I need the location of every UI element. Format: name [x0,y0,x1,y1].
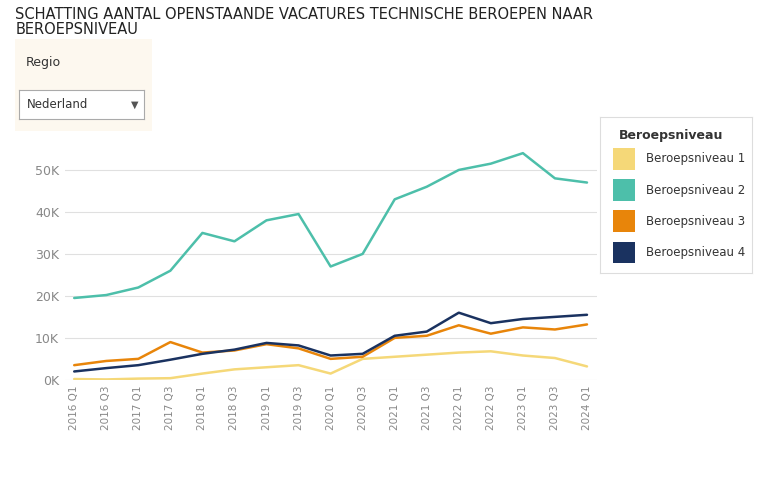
Beroepsniveau 3 [198,350,207,356]
Beroepsniveau 4 [262,340,271,346]
Beroepsniveau 4 [550,314,559,320]
Beroepsniveau 4 [102,365,111,371]
Beroepsniveau 3 [70,362,79,368]
Text: Beroepsniveau 4: Beroepsniveau 4 [646,246,746,259]
Beroepsniveau 3 [390,335,399,341]
Beroepsniveau 1 [102,376,111,382]
Beroepsniveau 2 [454,167,464,173]
Beroepsniveau 1 [550,355,559,361]
Beroepsniveau 4 [454,310,464,316]
Beroepsniveau 2 [358,251,367,257]
Text: Beroepsniveau 1: Beroepsniveau 1 [646,152,746,166]
Beroepsniveau 1 [70,376,79,382]
Beroepsniveau 1 [294,362,303,368]
Beroepsniveau 3 [294,345,303,351]
Beroepsniveau 4 [326,353,335,358]
Beroepsniveau 2 [134,284,143,290]
Beroepsniveau 2 [102,292,111,298]
Beroepsniveau 4 [518,316,527,322]
Beroepsniveau 3 [102,358,111,364]
Beroepsniveau 4 [70,369,79,375]
Beroepsniveau 4 [166,357,175,363]
Beroepsniveau 4 [390,333,399,338]
Beroepsniveau 2 [550,175,559,181]
Line: Beroepsniveau 3: Beroepsniveau 3 [74,324,587,365]
FancyBboxPatch shape [613,179,635,201]
Beroepsniveau 2 [326,263,335,269]
Text: Regio: Regio [26,56,62,69]
Beroepsniveau 4 [358,351,367,357]
Text: BEROEPSNIVEAU: BEROEPSNIVEAU [15,22,138,37]
Beroepsniveau 3 [326,356,335,362]
Beroepsniveau 2 [70,295,79,301]
Beroepsniveau 4 [198,351,207,357]
Beroepsniveau 1 [262,364,271,370]
Beroepsniveau 3 [358,354,367,360]
Beroepsniveau 2 [390,196,399,202]
Beroepsniveau 2 [518,150,527,156]
Beroepsniveau 2 [582,180,591,186]
Line: Beroepsniveau 1: Beroepsniveau 1 [74,351,587,379]
FancyBboxPatch shape [613,210,635,232]
Beroepsniveau 3 [134,356,143,362]
Text: Beroepsniveau: Beroepsniveau [619,130,723,142]
Beroepsniveau 3 [518,324,527,330]
Beroepsniveau 3 [582,321,591,327]
Text: ▼: ▼ [131,100,138,110]
Text: Nederland: Nederland [27,98,88,111]
Beroepsniveau 4 [486,320,496,326]
Beroepsniveau 4 [294,342,303,348]
Beroepsniveau 4 [423,329,432,335]
Beroepsniveau 3 [486,331,496,337]
Beroepsniveau 3 [166,339,175,345]
Beroepsniveau 1 [326,371,335,376]
Beroepsniveau 2 [166,268,175,274]
Beroepsniveau 1 [230,366,239,372]
Beroepsniveau 4 [582,312,591,318]
Beroepsniveau 1 [134,375,143,381]
Beroepsniveau 4 [230,347,239,353]
Beroepsniveau 4 [134,362,143,368]
Beroepsniveau 3 [423,333,432,338]
Beroepsniveau 2 [198,230,207,236]
Beroepsniveau 1 [486,348,496,354]
Beroepsniveau 2 [423,184,432,189]
Text: Beroepsniveau 2: Beroepsniveau 2 [646,184,746,197]
Beroepsniveau 1 [518,353,527,358]
Text: Beroepsniveau 3: Beroepsniveau 3 [646,215,745,228]
Beroepsniveau 1 [582,363,591,369]
Beroepsniveau 1 [198,371,207,376]
Beroepsniveau 3 [454,322,464,328]
Beroepsniveau 2 [262,217,271,223]
Beroepsniveau 3 [262,341,271,347]
Beroepsniveau 2 [486,161,496,167]
Beroepsniveau 2 [230,239,239,244]
Beroepsniveau 1 [423,352,432,357]
Beroepsniveau 1 [358,356,367,362]
Beroepsniveau 2 [294,211,303,217]
FancyBboxPatch shape [613,242,635,263]
Beroepsniveau 3 [550,327,559,333]
Text: SCHATTING AANTAL OPENSTAANDE VACATURES TECHNISCHE BEROEPEN NAAR: SCHATTING AANTAL OPENSTAANDE VACATURES T… [15,7,594,22]
Beroepsniveau 1 [166,375,175,381]
Beroepsniveau 3 [230,348,239,354]
FancyBboxPatch shape [613,148,635,170]
Beroepsniveau 1 [454,350,464,356]
Line: Beroepsniveau 2: Beroepsniveau 2 [74,153,587,298]
Beroepsniveau 1 [390,354,399,360]
Line: Beroepsniveau 4: Beroepsniveau 4 [74,313,587,372]
